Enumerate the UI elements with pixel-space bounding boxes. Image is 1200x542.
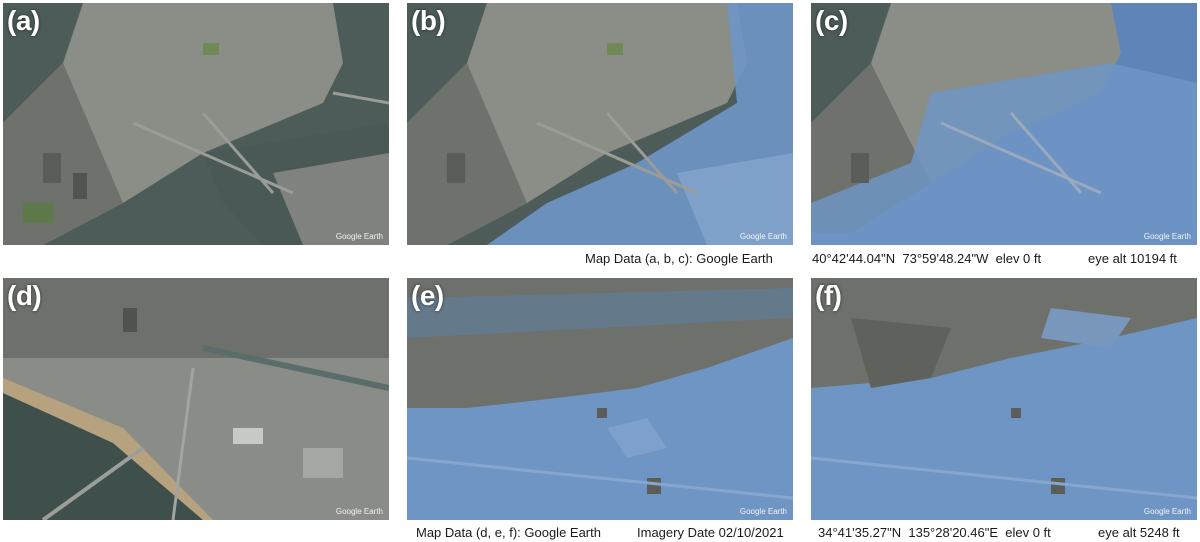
panel-e-osaka-flooded: (e) Google Earth: [407, 278, 793, 520]
panel-label: (f): [815, 280, 842, 311]
panel-d-osaka: (d) Google Earth: [3, 278, 389, 520]
panel-a-manhattan: (a) Google Earth: [3, 3, 389, 245]
google-earth-watermark: Google Earth: [335, 232, 383, 241]
google-earth-watermark: Google Earth: [739, 507, 787, 516]
google-earth-watermark: Google Earth: [335, 507, 383, 516]
satellite-image-manhattan: [3, 3, 389, 245]
panel-label: (b): [411, 5, 446, 36]
panel-c-manhattan-flooded-more: (c) Google Earth: [811, 3, 1197, 245]
google-earth-watermark: Google Earth: [1143, 232, 1191, 241]
panel-label: (d): [7, 280, 42, 311]
satellite-image-osaka-flood-more: [811, 278, 1197, 520]
satellite-image-osaka-flood: [407, 278, 793, 520]
google-earth-watermark: Google Earth: [1143, 507, 1191, 516]
satellite-image-manhattan-flood: [407, 3, 793, 245]
caption-top-map-data: Map Data (a, b, c): Google Earth: [585, 251, 773, 266]
google-earth-watermark: Google Earth: [739, 232, 787, 241]
panel-label: (e): [411, 280, 444, 311]
caption-top-eye-alt: eye alt 10194 ft: [1088, 251, 1177, 266]
panel-b-manhattan-flooded: (b) Google Earth: [407, 3, 793, 245]
caption-top-coords: 40°42'44.04"N 73°59'48.24"W elev 0 ft: [812, 251, 1042, 266]
satellite-image-osaka: [3, 278, 389, 520]
caption-bottom-eye-alt: eye alt 5248 ft: [1098, 525, 1180, 540]
panel-label: (c): [815, 5, 848, 36]
caption-bottom-coords: 34°41'35.27"N 135°28'20.46"E elev 0 ft: [818, 525, 1051, 540]
panel-f-osaka-flooded-more: (f) Google Earth: [811, 278, 1197, 520]
caption-bottom-map-data: Map Data (d, e, f): Google Earth: [416, 525, 601, 540]
caption-bottom-imagery-date: Imagery Date 02/10/2021: [637, 525, 784, 540]
panel-label: (a): [7, 5, 40, 36]
satellite-image-manhattan-flood-more: [811, 3, 1197, 245]
